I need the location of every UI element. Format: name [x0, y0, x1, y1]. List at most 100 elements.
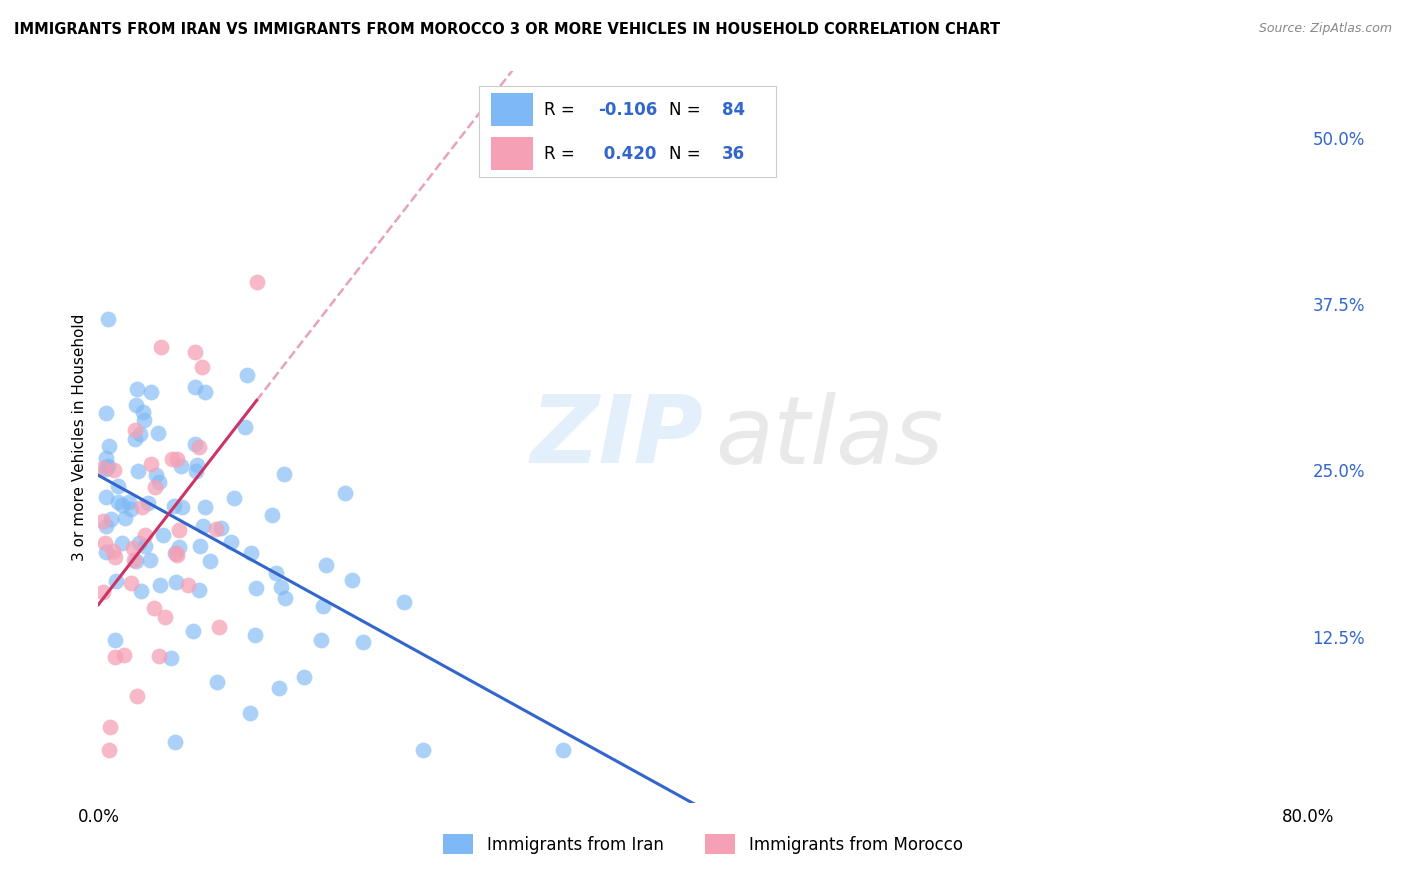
Point: [104, 650, 127, 665]
Point: [97, 439, 120, 453]
Y-axis label: 3 or more Vehicles in Household: 3 or more Vehicles in Household: [72, 313, 87, 561]
Point: [97, 311, 120, 326]
Point: [166, 549, 188, 563]
Point: [160, 452, 183, 467]
Point: [246, 275, 269, 289]
Point: [315, 558, 337, 573]
Point: [191, 518, 214, 533]
Point: [124, 432, 146, 446]
Point: [309, 632, 332, 647]
Point: [127, 463, 149, 477]
Point: [134, 539, 156, 553]
Point: [152, 528, 174, 542]
Point: [125, 554, 148, 568]
Point: [91, 514, 114, 528]
Point: [94, 545, 117, 559]
Point: [111, 535, 134, 549]
Point: [129, 426, 152, 441]
Point: [104, 633, 127, 648]
Text: Source: ZipAtlas.com: Source: ZipAtlas.com: [1258, 22, 1392, 36]
Point: [236, 368, 259, 383]
Point: [167, 523, 190, 537]
Point: [184, 464, 207, 478]
Point: [145, 468, 167, 483]
Point: [264, 566, 287, 580]
Point: [125, 689, 148, 703]
Point: [94, 406, 117, 420]
Point: [100, 512, 122, 526]
Point: [94, 450, 117, 465]
Point: [94, 462, 117, 476]
Point: [292, 670, 315, 684]
Legend: Immigrants from Iran, Immigrants from Morocco: Immigrants from Iran, Immigrants from Mo…: [437, 828, 969, 860]
Point: [124, 399, 146, 413]
Point: [112, 648, 135, 663]
Point: [222, 491, 245, 505]
Point: [141, 385, 163, 400]
Point: [148, 649, 170, 664]
Point: [155, 610, 177, 624]
Point: [125, 382, 148, 396]
Point: [352, 635, 374, 649]
Point: [183, 380, 205, 394]
Point: [190, 360, 212, 375]
Point: [94, 536, 117, 550]
Point: [412, 742, 434, 756]
Point: [107, 495, 129, 509]
Point: [91, 461, 114, 475]
Point: [239, 546, 262, 560]
Point: [118, 494, 141, 508]
Text: IMMIGRANTS FROM IRAN VS IMMIGRANTS FROM MOROCCO 3 OR MORE VEHICLES IN HOUSEHOLD : IMMIGRANTS FROM IRAN VS IMMIGRANTS FROM …: [14, 22, 1000, 37]
Point: [243, 628, 266, 642]
Point: [172, 500, 194, 515]
Point: [194, 500, 217, 514]
Point: [96, 459, 118, 474]
Point: [101, 543, 124, 558]
Point: [340, 573, 363, 587]
Point: [184, 436, 207, 450]
Point: [184, 344, 207, 359]
Point: [160, 651, 183, 665]
Point: [219, 535, 242, 549]
Point: [260, 508, 283, 522]
Point: [124, 553, 146, 567]
Point: [163, 499, 186, 513]
Point: [163, 546, 186, 560]
Point: [94, 490, 117, 504]
Point: [136, 496, 159, 510]
Point: [138, 552, 160, 566]
Point: [239, 706, 262, 720]
Text: atlas: atlas: [716, 392, 943, 483]
Point: [146, 426, 169, 441]
Point: [148, 475, 170, 490]
Point: [149, 578, 172, 592]
Point: [169, 540, 191, 554]
Point: [245, 581, 267, 595]
Point: [163, 735, 186, 749]
Point: [188, 539, 211, 553]
Point: [114, 511, 136, 525]
Point: [187, 440, 209, 454]
Point: [97, 458, 120, 473]
Point: [120, 501, 142, 516]
Point: [208, 620, 231, 634]
Point: [270, 580, 292, 594]
Point: [273, 467, 295, 481]
Point: [91, 585, 114, 599]
Point: [209, 521, 232, 535]
Point: [177, 578, 200, 592]
Point: [111, 499, 134, 513]
Point: [181, 624, 204, 639]
Point: [129, 584, 152, 599]
Point: [120, 576, 142, 591]
Point: [186, 458, 208, 472]
Text: ZIP: ZIP: [530, 391, 703, 483]
Point: [165, 575, 187, 590]
Point: [143, 601, 166, 615]
Point: [128, 535, 150, 549]
Point: [269, 681, 291, 696]
Point: [392, 595, 415, 609]
Point: [187, 582, 209, 597]
Point: [124, 423, 146, 437]
Point: [122, 541, 145, 556]
